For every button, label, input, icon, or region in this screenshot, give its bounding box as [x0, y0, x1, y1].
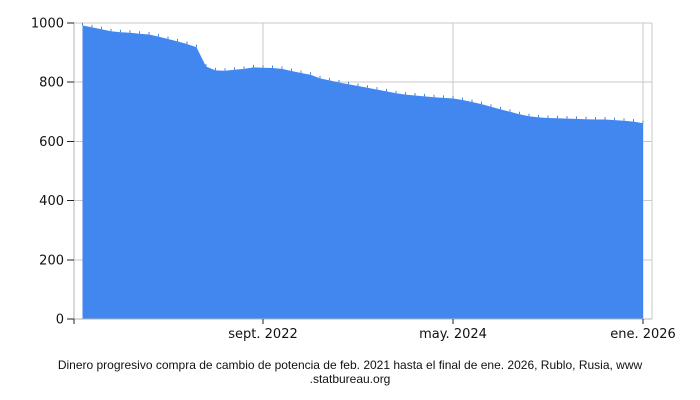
y-tick-label: 200	[39, 253, 64, 268]
x-tick-label: may. 2024	[419, 327, 487, 342]
y-tick-label: 0	[56, 313, 64, 328]
area-fill	[82, 25, 643, 319]
x-tick-label: sept. 2022	[228, 327, 297, 342]
x-tick-label: ene. 2026	[610, 327, 676, 342]
y-tick-label: 400	[39, 194, 64, 209]
caption-line-2: .statbureau.org	[309, 372, 391, 386]
chart-caption: Dinero progresivo compra de cambio de po…	[0, 358, 700, 386]
y-tick-label: 600	[39, 135, 64, 150]
caption-line-1: Dinero progresivo compra de cambio de po…	[57, 358, 643, 372]
y-tick-label: 800	[39, 76, 64, 91]
y-tick-label: 1000	[31, 17, 64, 32]
